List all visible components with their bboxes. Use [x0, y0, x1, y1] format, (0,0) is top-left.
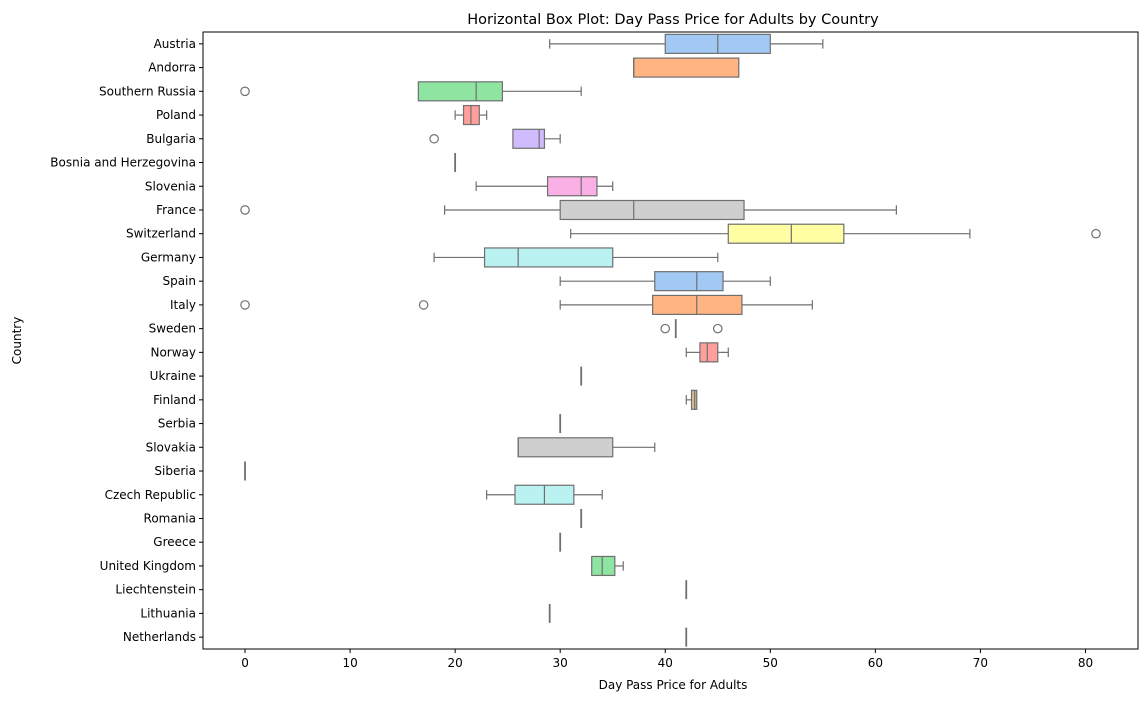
y-tick-label: Slovenia [145, 179, 196, 193]
box-iqr [483, 247, 614, 268]
x-tick-label: 80 [1078, 656, 1093, 670]
y-tick-label: Romania [144, 511, 196, 525]
box-group [240, 294, 813, 315]
y-tick-label: Bosnia and Herzegovina [50, 156, 196, 170]
outlier-point [240, 205, 250, 215]
box-group [685, 342, 729, 363]
plot-area [240, 33, 1101, 647]
box-iqr [546, 176, 598, 197]
box-group [486, 484, 603, 505]
x-axis-label: Day Pass Price for Adults [599, 678, 748, 692]
y-tick-label: Bulgaria [146, 132, 196, 146]
y-tick-label: Serbia [158, 417, 196, 431]
outlier-point [240, 300, 250, 310]
box-group [240, 81, 582, 102]
plot-frame [202, 31, 1139, 650]
y-tick-label: Andorra [148, 61, 196, 75]
box-group [429, 128, 561, 149]
x-tick-label: 20 [447, 656, 462, 670]
box-iqr [633, 57, 740, 78]
x-tick-label: 50 [763, 656, 778, 670]
x-tick-label: 70 [973, 656, 988, 670]
y-axis-label: Country [10, 317, 24, 365]
outlier-point [240, 86, 250, 97]
box-group [475, 176, 614, 197]
y-tick-label: Lithuania [140, 606, 196, 620]
x-tick-label: 30 [553, 656, 568, 670]
box-group [240, 199, 897, 221]
y-tick-label: Slovakia [146, 440, 196, 454]
y-tick-label: United Kingdom [100, 559, 196, 573]
box-group [591, 555, 624, 577]
box-group [433, 247, 719, 268]
y-axis: Austria Andorra Southern Russia Poland Bulga… [50, 37, 203, 644]
y-tick-label: Ukraine [150, 369, 196, 383]
x-axis: 0 10 20 30 40 50 60 70 80 [241, 649, 1093, 670]
y-tick-label: Italy [170, 298, 196, 312]
y-tick-label: Sweden [149, 322, 196, 336]
x-tick-label: 40 [658, 656, 673, 670]
x-tick-label: 0 [241, 656, 249, 670]
y-tick-label: Liechtenstein [115, 583, 196, 597]
box-iqr [417, 81, 504, 102]
box-iqr [654, 271, 724, 292]
outlier-point [418, 300, 429, 310]
box-iqr [512, 128, 546, 149]
y-tick-label: Poland [156, 108, 196, 122]
y-tick-label: Czech Republic [105, 488, 196, 502]
y-tick-label: Spain [162, 274, 196, 288]
y-tick-label: France [156, 203, 196, 217]
y-tick-label: Southern Russia [99, 84, 196, 98]
box-group [549, 33, 824, 54]
box-group [660, 319, 723, 339]
box-iqr [591, 555, 616, 577]
y-tick-label: Austria [154, 37, 196, 51]
x-tick-label: 10 [342, 656, 357, 670]
box-group [685, 389, 698, 410]
y-tick-label: Siberia [154, 464, 196, 478]
y-tick-label: Germany [141, 250, 196, 264]
y-tick-label: Switzerland [126, 227, 196, 241]
y-tick-label: Greece [153, 535, 196, 549]
outlier-point [712, 323, 723, 334]
x-tick-label: 60 [868, 656, 883, 670]
chart-title: Horizontal Box Plot: Day Pass Price for … [467, 12, 879, 28]
box-group [454, 104, 488, 126]
box-iqr [559, 199, 745, 221]
box-group [517, 437, 656, 458]
outlier-point [429, 133, 439, 144]
box-iqr [699, 342, 719, 363]
box-iqr [727, 223, 845, 244]
box-iqr [517, 437, 614, 458]
outlier-point [660, 323, 671, 334]
box-group [570, 223, 1101, 244]
box-group [633, 57, 740, 78]
y-tick-label: Finland [153, 393, 196, 407]
outlier-point [1091, 228, 1101, 239]
box-group [559, 271, 771, 292]
y-tick-label: Norway [150, 345, 196, 359]
y-tick-label: Netherlands [123, 630, 196, 644]
